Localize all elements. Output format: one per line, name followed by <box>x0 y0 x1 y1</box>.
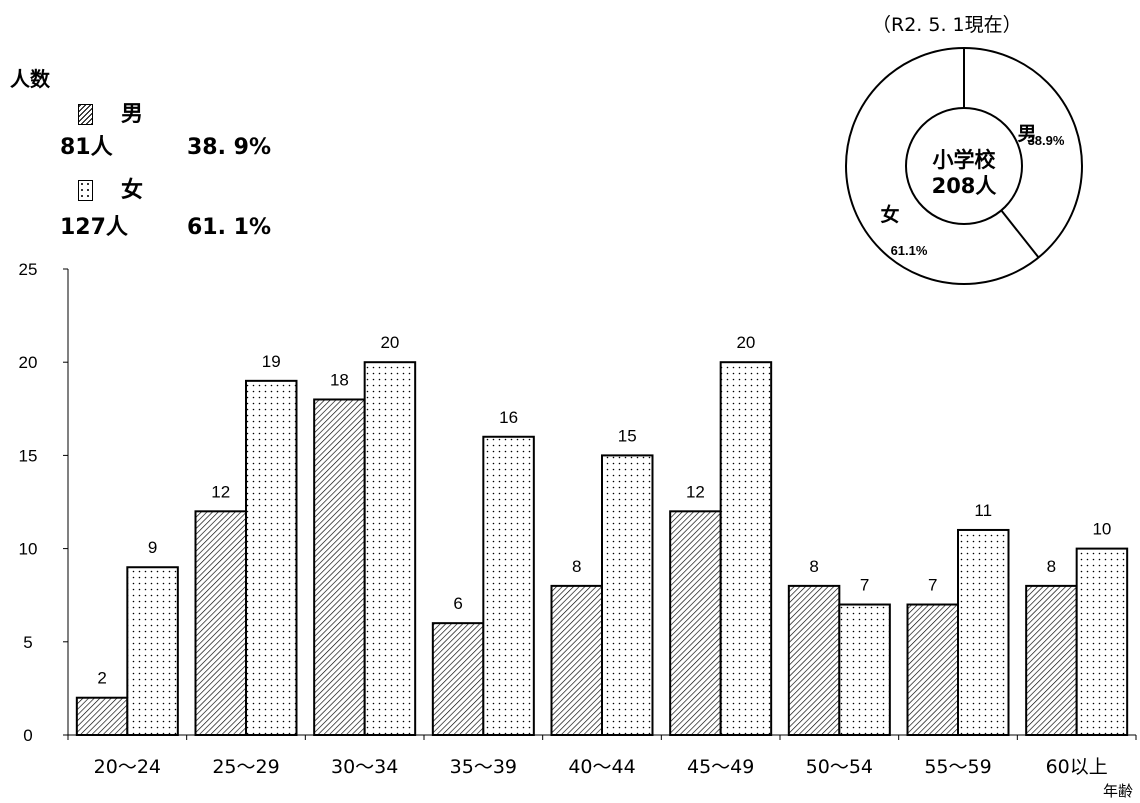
donut-male-percent: 38.9% <box>1028 133 1065 148</box>
bar-male <box>787 584 841 736</box>
data-label-female: 11 <box>974 501 992 520</box>
bar-female <box>601 454 654 736</box>
y-tick-label: 15 <box>19 446 38 465</box>
bars <box>75 361 1129 737</box>
donut-chart: 小学校 208人 男 38.9% 女 61.1% <box>845 47 1083 285</box>
bar-female <box>1075 547 1129 736</box>
bar-female <box>957 528 1010 737</box>
x-tick-label: 60以上 <box>1046 756 1108 778</box>
labels: 2 12 18 6 8 12 8 7 8 9 19 20 16 15 20 7 11 10 <box>97 333 1111 688</box>
x-tick-label: 20～24 <box>94 756 161 778</box>
x-tick-label: 25～29 <box>212 756 279 778</box>
donut-center-title: 小学校 <box>933 148 997 172</box>
legend-female-count: 127人 <box>60 215 128 240</box>
data-label-male: 8 <box>572 557 581 576</box>
data-label-female: 20 <box>736 333 755 352</box>
bar-male <box>431 622 485 736</box>
bar-male <box>194 510 247 736</box>
donut-divider-split <box>1000 209 1040 259</box>
data-label-female: 7 <box>860 576 869 595</box>
data-label-male: 2 <box>97 669 106 688</box>
bar-male <box>669 510 722 736</box>
bar-female <box>126 566 179 736</box>
data-label-female: 15 <box>618 426 637 445</box>
legend-female-label: 女 <box>121 178 144 203</box>
legend-male-count: 81人 <box>60 135 113 160</box>
data-label-male: 6 <box>453 594 462 613</box>
data-label-male: 12 <box>686 482 705 501</box>
x-tick-label: 50～54 <box>806 756 873 778</box>
bar-female <box>245 379 298 736</box>
y-tick-label: 25 <box>19 260 38 279</box>
y-tick-label: 20 <box>19 353 38 372</box>
as-of-date: （R2. 5. 1現在） <box>872 14 1022 36</box>
y-tick-label: 5 <box>23 633 32 652</box>
donut-male-label: 男 <box>1017 123 1036 145</box>
data-label-male: 8 <box>809 557 818 576</box>
data-label-female: 16 <box>499 408 518 427</box>
bar-male <box>75 696 129 736</box>
bar-female <box>719 361 773 736</box>
data-label-male: 18 <box>330 370 349 389</box>
y-tick-label: 10 <box>19 540 38 559</box>
donut-female-label: 女 <box>880 203 899 226</box>
donut-female-percent: 61.1% <box>891 243 928 258</box>
bar-female <box>838 603 891 737</box>
x-tick-label: 35～39 <box>450 756 517 778</box>
legend-male-label: 男 <box>121 102 144 127</box>
data-label-female: 20 <box>380 333 399 352</box>
data-label-male: 7 <box>928 576 937 595</box>
data-label-female: 10 <box>1092 520 1111 539</box>
x-tick-label: 30～34 <box>331 756 398 778</box>
legend-male-percent: 38. 9% <box>187 135 271 160</box>
x-axis-unit-label: 年齢 <box>1103 782 1134 800</box>
bar-female <box>363 361 417 736</box>
x-tick-label: 55～59 <box>924 756 991 778</box>
bar-male <box>550 584 603 736</box>
data-label-male: 8 <box>1047 557 1056 576</box>
bar-male <box>906 603 959 737</box>
x-tick-label: 45～49 <box>687 756 754 778</box>
y-axis-unit-label: 人数 <box>10 67 50 91</box>
bar-male <box>1025 584 1078 736</box>
bar-female <box>482 435 535 736</box>
male-swatch-icon <box>78 104 93 125</box>
bar-male <box>313 398 366 736</box>
female-swatch-icon <box>78 180 93 201</box>
data-label-female: 19 <box>262 352 281 371</box>
x-tick-label: 40～44 <box>568 756 635 778</box>
y-tick-label: 0 <box>23 726 32 745</box>
donut-center-total: 208人 <box>932 174 997 198</box>
data-label-male: 12 <box>211 482 230 501</box>
data-label-female: 9 <box>148 538 157 557</box>
legend-female-percent: 61. 1% <box>187 215 271 240</box>
